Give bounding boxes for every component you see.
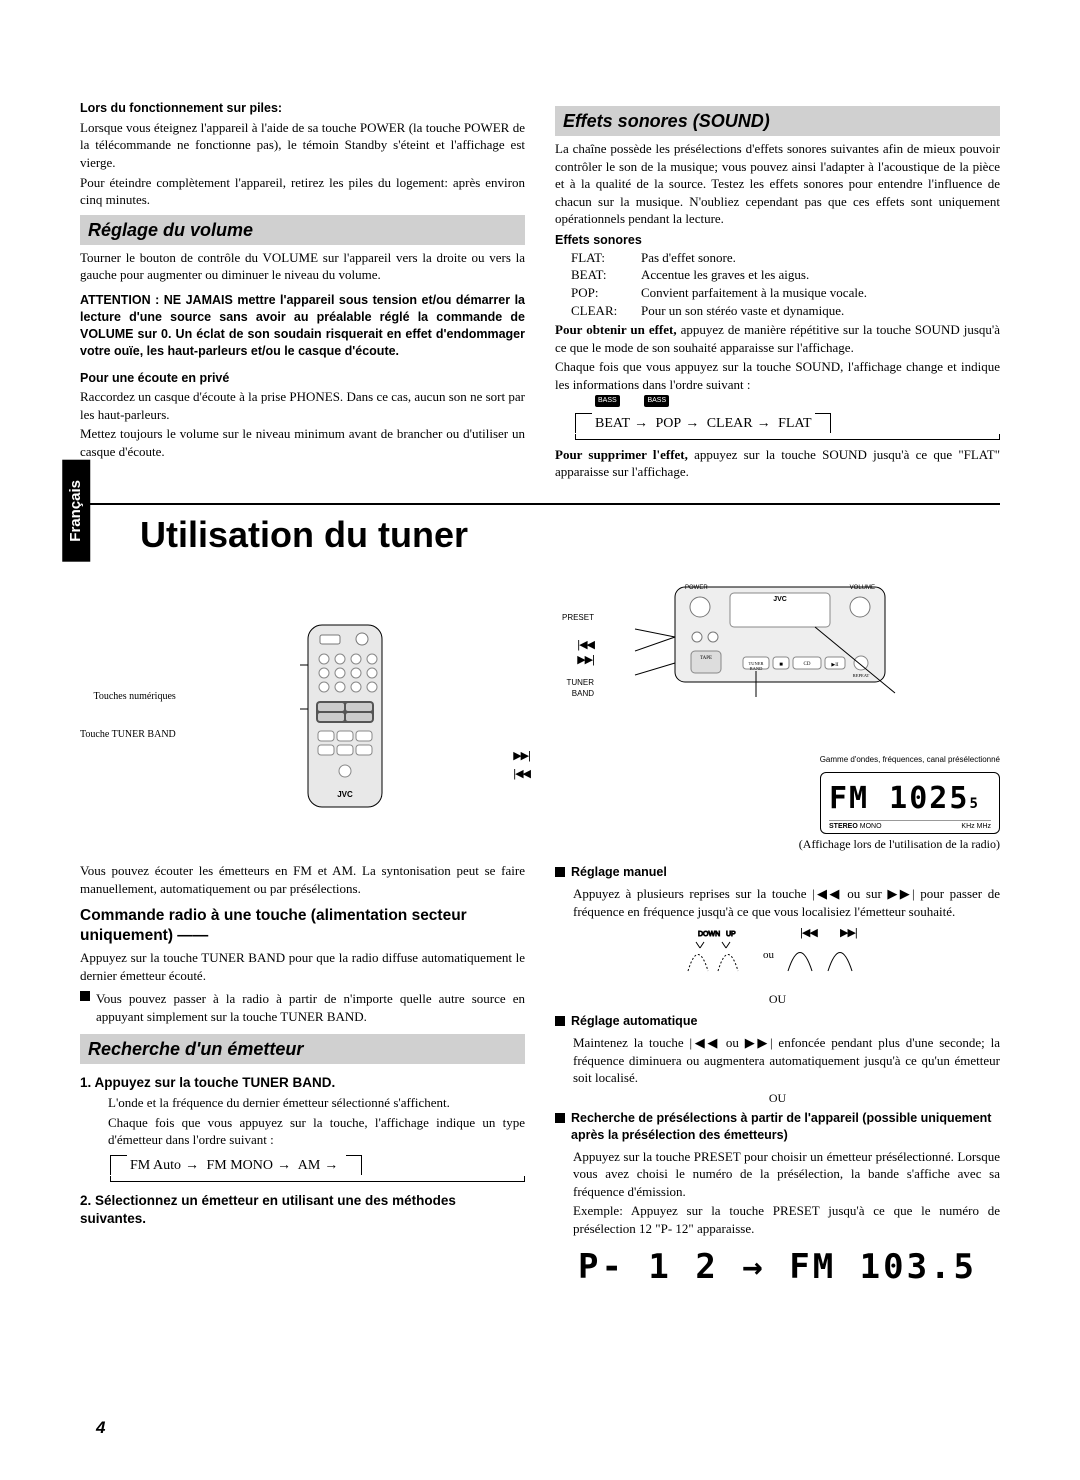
piles-heading: Lors du fonctionnement sur piles: — [80, 100, 525, 117]
effect-key: POP: — [571, 284, 641, 302]
preset-text1: Appuyez sur la touche PRESET pour choisi… — [573, 1148, 1000, 1201]
tuner-heading: Utilisation du tuner — [80, 503, 1000, 570]
sound-intro: La chaîne possède les présélections d'ef… — [555, 140, 1000, 228]
square-bullet-icon — [555, 1113, 565, 1123]
effect-key: BEAT: — [571, 266, 641, 284]
svg-text:JVC: JVC — [337, 790, 353, 799]
suppr-text: Pour supprimer l'effet, appuyez sur la t… — [555, 446, 1000, 481]
cmd-heading: Commande radio à une touche (alimentatio… — [80, 906, 525, 948]
sound-heading: Effets sonores (SOUND) — [555, 106, 1000, 136]
page-number: 4 — [96, 1417, 105, 1440]
effects-table: FLAT:Pas d'effet sonore. BEAT:Accentue l… — [571, 249, 1000, 319]
svg-text:|◀◀: |◀◀ — [800, 927, 818, 939]
preset-label: PRESET — [550, 613, 594, 624]
tuning-diagram: DOWN UP ou |◀◀ ▶▶| OU — [555, 926, 1000, 1007]
step-1: 1. Appuyez sur la touche TUNER BAND. — [80, 1074, 525, 1092]
ou-label-2: OU — [555, 1090, 1000, 1106]
remote-diagram: Touches numériques Touche TUNER BAND — [80, 579, 530, 852]
search-heading: Recherche d'un émetteur — [80, 1034, 525, 1064]
manual-text: Appuyez à plusieurs reprises sur la touc… — [573, 885, 1000, 920]
svg-text:CD: CD — [804, 662, 811, 667]
lower-left: Vous pouvez écouter les émetteurs en FM … — [80, 860, 525, 1299]
effect-val: Convient parfaitement à la musique vocal… — [641, 284, 867, 302]
volume-warning: ATTENTION : NE JAMAIS mettre l'appareil … — [80, 292, 525, 360]
chaque-text: Chaque fois que vous appuyez sur la touc… — [555, 358, 1000, 393]
effects-label: Effets sonores — [555, 232, 1000, 249]
remote-label-tuner: Touche TUNER BAND — [80, 728, 176, 742]
tuner-band-label: TUNER BAND — [550, 678, 594, 700]
ecoute-heading: Pour une écoute en privé — [80, 370, 525, 387]
square-bullet-icon — [80, 991, 90, 1001]
volume-text: Tourner le bouton de contrôle du VOLUME … — [80, 249, 525, 284]
step1-text1: L'onde et la fréquence du dernier émette… — [108, 1094, 525, 1112]
square-bullet-icon — [555, 867, 565, 877]
svg-text:JVC: JVC — [773, 596, 787, 603]
unit-icon: JVC TAPE TUNER BAND ■ CD ▶II REPEAT POWE… — [625, 579, 925, 709]
step-2: 2. Sélectionnez un émetteur en utilisant… — [80, 1192, 525, 1228]
lcd-display: FM 10255 STEREO MONO KHz MHz — [820, 772, 1000, 834]
svg-text:BAND: BAND — [750, 666, 764, 671]
ecoute-text-1: Raccordez un casque d'écoute à la prise … — [80, 388, 525, 423]
top-left-column: Lors du fonctionnement sur piles: Lorsqu… — [80, 100, 525, 483]
band-flow: FM Auto→ FM MONO→ AM→ — [110, 1157, 525, 1182]
next-icon: ▶▶| — [550, 653, 594, 668]
auto-heading: Réglage automatique — [555, 1013, 1000, 1030]
auto-text: Maintenez la touche |◀◀ ou ▶▶| enfoncée … — [573, 1034, 1000, 1087]
preset-heading: Recherche de présélections à partir de l… — [555, 1110, 1000, 1144]
preset-text2: Exemple: Appuyez sur la touche PRESET ju… — [573, 1202, 1000, 1237]
sound-flow: BEAT→ POP→ CLEAR→ FLAT — [575, 415, 1000, 440]
svg-text:REPEAT: REPEAT — [853, 673, 870, 678]
diagram-row: Touches numériques Touche TUNER BAND — [80, 579, 1000, 852]
svg-text:UP: UP — [726, 931, 736, 938]
remote-label-touches: Touches numériques — [80, 690, 176, 704]
svg-text:ou: ou — [763, 949, 775, 961]
skip-fwd-icon: ▶▶| — [513, 748, 530, 766]
manual-heading: Réglage manuel — [555, 864, 1000, 881]
piles-text-2: Pour éteindre complètement l'appareil, r… — [80, 174, 525, 209]
skip-back-icon: |◀◀ — [513, 766, 530, 784]
lower-right: Réglage manuel Appuyez à plusieurs repri… — [555, 860, 1000, 1299]
ecoute-text-2: Mettez toujours le volume sur le niveau … — [80, 425, 525, 460]
effect-val: Pas d'effet sonore. — [641, 249, 736, 267]
svg-text:▶II: ▶II — [831, 662, 839, 668]
effect-key: CLEAR: — [571, 302, 641, 320]
lower-section: Vous pouvez écouter les émetteurs en FM … — [80, 860, 1000, 1299]
cmd-text: Appuyez sur la touche TUNER BAND pour qu… — [80, 949, 525, 984]
svg-text:TAPE: TAPE — [700, 656, 712, 661]
top-right-column: Effets sonores (SOUND) La chaîne possède… — [555, 100, 1000, 483]
svg-text:▶▶|: ▶▶| — [840, 927, 857, 939]
effect-key: FLAT: — [571, 249, 641, 267]
top-section: Lors du fonctionnement sur piles: Lorsqu… — [80, 100, 1000, 483]
svg-text:■: ■ — [779, 662, 783, 668]
remote-icon: JVC — [300, 621, 390, 811]
lcd-caption: (Affichage lors de l'utilisation de la r… — [550, 836, 1000, 852]
unit-caption: Gamme d'ondes, fréquences, canal préséle… — [550, 755, 1000, 766]
language-tab: Français — [62, 460, 90, 562]
bass-badges: BASS BASS — [595, 395, 1000, 413]
step1-text2: Chaque fois que vous appuyez sur la touc… — [108, 1114, 525, 1149]
prev-icon: |◀◀ — [550, 638, 594, 653]
effect-val: Pour un son stéréo vaste et dynamique. — [641, 302, 844, 320]
svg-text:VOLUME: VOLUME — [850, 585, 875, 591]
tuner-intro: Vous pouvez écouter les émetteurs en FM … — [80, 862, 525, 897]
lcd-value: FM 10255 — [829, 779, 991, 820]
square-bullet-icon — [555, 1016, 565, 1026]
ou-label: OU — [555, 991, 1000, 1007]
piles-text-1: Lorsque vous éteignez l'appareil à l'aid… — [80, 119, 525, 172]
svg-text:DOWN: DOWN — [698, 931, 720, 938]
volume-heading: Réglage du volume — [80, 215, 525, 245]
effect-val: Accentue les graves et les aigus. — [641, 266, 809, 284]
obtenir-text: Pour obtenir un effet, appuyez de manièr… — [555, 321, 1000, 356]
preset-display: P- 1 2 → FM 103.5 — [555, 1245, 1000, 1291]
svg-text:POWER: POWER — [685, 585, 708, 591]
cmd-bullet: Vous pouvez passer à la radio à partir d… — [80, 988, 525, 1027]
unit-diagram: JVC TAPE TUNER BAND ■ CD ▶II REPEAT POWE… — [550, 579, 1000, 852]
